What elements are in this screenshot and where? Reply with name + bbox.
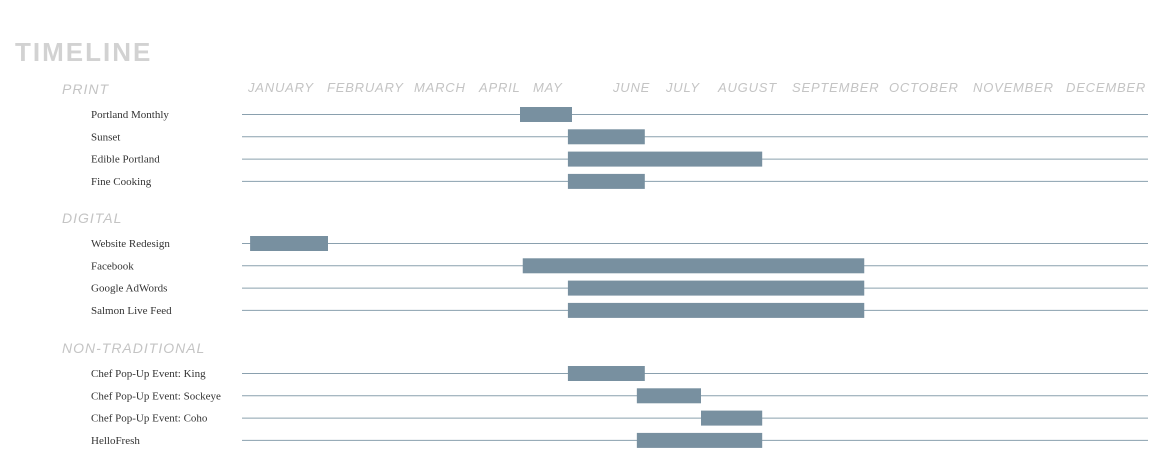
schedule-bar — [520, 107, 572, 122]
month-label: FEBRUARY — [327, 80, 404, 95]
row-label: Facebook — [91, 260, 134, 272]
month-label: OCTOBER — [889, 80, 959, 95]
month-label: SEPTEMBER — [792, 80, 879, 95]
month-label: AUGUST — [717, 80, 777, 95]
schedule-bar — [567, 173, 645, 189]
row-label: Salmon Live Feed — [91, 305, 172, 317]
row-label: Website Redesign — [91, 238, 170, 250]
schedule-bar — [567, 302, 865, 318]
month-label: MARCH — [414, 80, 466, 95]
schedule-bar — [567, 151, 763, 167]
row-label: HelloFresh — [91, 435, 140, 447]
schedule-bar — [701, 410, 763, 426]
month-label: JANUARY — [247, 80, 314, 95]
row-label: Edible Portland — [91, 154, 160, 166]
row-label: Chef Pop-Up Event: Sockeye — [91, 390, 221, 402]
row-label: Portland Monthly — [91, 109, 169, 121]
row-label: Fine Cooking — [91, 176, 152, 188]
schedule-bar — [636, 388, 701, 404]
page-title: TIMELINE — [15, 37, 153, 67]
month-label: JULY — [665, 80, 700, 95]
schedule-bar — [567, 129, 645, 145]
row-label: Chef Pop-Up Event: King — [91, 368, 206, 380]
section-heading: DIGITAL — [62, 210, 122, 226]
month-label: NOVEMBER — [973, 80, 1054, 95]
month-label: MAY — [533, 80, 563, 95]
month-label: JUNE — [612, 80, 650, 95]
month-label: APRIL — [478, 80, 521, 95]
schedule-bar — [567, 366, 645, 381]
schedule-bar — [250, 236, 328, 251]
month-label: DECEMBER — [1066, 80, 1146, 95]
row-label: Google AdWords — [91, 283, 167, 295]
schedule-bar — [522, 258, 865, 274]
section-heading: NON-TRADITIONAL — [62, 340, 205, 356]
schedule-bar — [567, 280, 865, 296]
section-heading: PRINT — [62, 81, 109, 97]
row-label: Sunset — [91, 131, 120, 143]
row-label: Chef Pop-Up Event: Coho — [91, 413, 208, 425]
schedule-bar — [636, 432, 763, 448]
